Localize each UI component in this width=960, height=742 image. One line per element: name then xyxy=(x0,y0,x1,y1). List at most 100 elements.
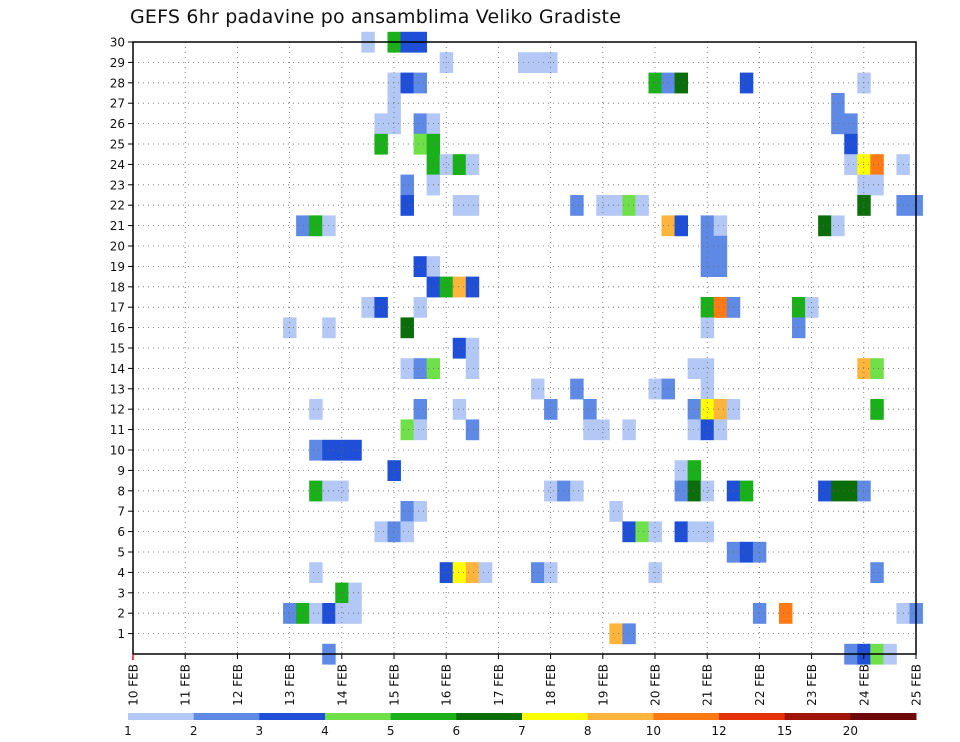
precip-cell xyxy=(674,215,689,237)
precip-cell xyxy=(870,174,884,196)
x-tick-label: 11 FEB xyxy=(179,664,193,706)
precip-cell xyxy=(570,480,584,502)
precip-cell xyxy=(452,195,467,216)
precip-cell xyxy=(687,480,702,502)
y-tick-label: 20 xyxy=(110,240,125,254)
precip-cell xyxy=(531,52,545,73)
precip-cell xyxy=(635,195,649,216)
precip-cell xyxy=(687,358,702,379)
precip-cell xyxy=(752,603,767,624)
legend-swatch xyxy=(784,713,851,720)
precip-cell xyxy=(818,215,832,237)
precip-cell xyxy=(335,603,349,624)
precip-cell xyxy=(818,480,832,502)
precip-cell xyxy=(713,256,728,277)
precip-cell xyxy=(400,521,414,543)
precip-cell xyxy=(413,501,428,522)
precip-cell xyxy=(309,603,323,624)
precip-cell xyxy=(544,399,558,420)
legend-label: 15 xyxy=(777,724,792,738)
legend-label: 20 xyxy=(843,724,858,738)
precip-cell xyxy=(478,562,493,583)
precip-cell xyxy=(739,480,754,502)
precip-cell xyxy=(413,297,428,318)
precip-cell xyxy=(465,276,480,298)
precip-cell xyxy=(309,480,323,502)
legend-label: 8 xyxy=(584,724,592,738)
precip-cell xyxy=(309,562,323,583)
legend-swatch xyxy=(128,713,195,720)
y-tick-label: 21 xyxy=(110,219,125,233)
y-tick-label: 1 xyxy=(117,627,125,641)
precip-cell xyxy=(374,297,388,318)
precip-cell xyxy=(531,562,545,583)
y-tick-label: 18 xyxy=(110,280,125,294)
legend-swatch xyxy=(587,713,654,720)
precip-cell xyxy=(831,215,845,237)
precip-cell xyxy=(387,521,401,543)
precip-cell xyxy=(400,195,414,216)
precip-cell xyxy=(831,93,845,114)
precip-cell xyxy=(413,113,428,135)
precip-cell xyxy=(857,358,871,379)
precip-cell xyxy=(400,72,414,94)
y-tick-label: 29 xyxy=(110,56,125,70)
precip-cell xyxy=(700,235,715,257)
y-tick-label: 28 xyxy=(110,76,125,90)
y-tick-label: 17 xyxy=(110,301,125,315)
precip-cell xyxy=(400,358,414,379)
x-tick-label: 25 FEB xyxy=(910,664,924,706)
precip-cell xyxy=(700,215,715,237)
x-tick-label: 17 FEB xyxy=(492,664,506,706)
y-tick-label: 5 xyxy=(117,546,125,560)
precip-cell xyxy=(778,603,793,624)
x-tick-label: 10 FEB xyxy=(127,664,141,706)
precip-cell xyxy=(635,521,649,543)
precip-cell xyxy=(413,256,428,277)
precip-cell xyxy=(465,562,480,583)
precip-cell xyxy=(687,521,702,543)
precip-cell xyxy=(700,521,715,543)
precip-cell xyxy=(622,195,636,216)
precip-cell xyxy=(713,235,728,257)
y-tick-label: 4 xyxy=(117,566,125,580)
legend-swatch xyxy=(390,713,457,720)
legend-swatch xyxy=(719,713,786,720)
precip-cell xyxy=(452,399,467,420)
precip-cell xyxy=(413,133,428,155)
precip-cell xyxy=(296,215,310,237)
precip-cell xyxy=(739,541,754,563)
precip-cell xyxy=(387,113,401,135)
precip-cell xyxy=(700,358,715,379)
precip-cell xyxy=(413,72,428,94)
precip-cell xyxy=(622,419,636,441)
precip-cell xyxy=(413,358,428,379)
precip-cell xyxy=(400,317,414,339)
x-tick-label: 19 FEB xyxy=(596,664,610,706)
precip-cell xyxy=(844,154,858,175)
legend-label: 3 xyxy=(256,724,264,738)
precip-cell xyxy=(465,419,480,441)
precip-cell xyxy=(648,521,662,543)
precip-cell xyxy=(674,521,689,543)
legend-swatch xyxy=(259,713,326,720)
legend-swatch xyxy=(653,713,720,720)
y-axis: 1234567891011121314151617181920212223242… xyxy=(110,36,133,641)
x-tick-label: 16 FEB xyxy=(440,664,454,706)
precip-cell xyxy=(596,195,610,216)
precip-cell xyxy=(844,113,858,135)
x-tick-label: 21 FEB xyxy=(701,664,715,706)
precip-cell xyxy=(387,460,401,481)
precip-cell xyxy=(622,521,636,543)
precip-cell xyxy=(713,297,728,318)
precip-cell xyxy=(465,358,480,379)
precip-cell xyxy=(348,582,362,604)
y-tick-label: 30 xyxy=(110,36,125,50)
precip-cell xyxy=(374,521,388,543)
color-legend: 1 2 3 4 5 6 7 8 10 12 15 20 xyxy=(124,713,917,738)
precip-cell xyxy=(452,154,467,175)
y-tick-label: 19 xyxy=(110,260,125,274)
grid-lines xyxy=(133,42,916,654)
y-tick-label: 9 xyxy=(117,464,125,478)
